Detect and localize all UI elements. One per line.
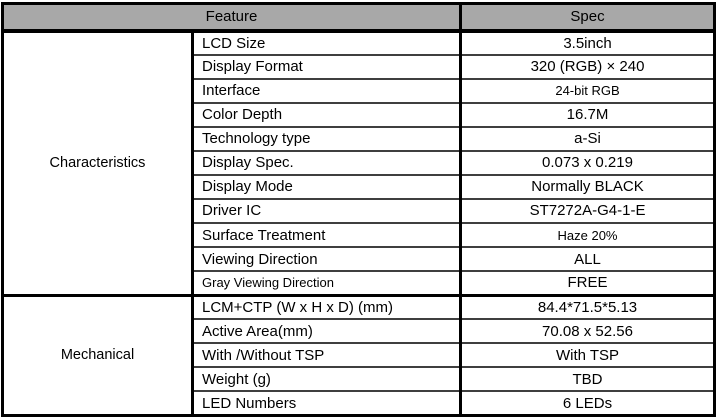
table-row: Mechanical LCM+CTP (W x H x D) (mm) 84.4*7… (2, 293, 715, 416)
table-row: LED Numbers 6 LEDs (3, 390, 715, 416)
feature-cell: Color Depth (192, 101, 463, 127)
table-row: Technology type a-Si (3, 125, 715, 151)
feature-column-header: Feature (2, 3, 463, 33)
feature-cell: Display Spec. (192, 149, 463, 175)
feature-cell: Weight (g) (192, 366, 463, 392)
table-body: Characteristics LCD Size 3.5inch Display Fo… (2, 28, 715, 416)
table-row: Color Depth 16.7M (3, 101, 715, 127)
table-row: With /Without TSP With TSP (3, 342, 715, 368)
spec-cell: a-Si (460, 125, 715, 151)
table-row: Display Format 320 (RGB) × 240 (3, 53, 715, 79)
spec-cell: 70.08 x 52.56 (460, 318, 715, 344)
spec-cell: ALL (460, 246, 715, 272)
spec-cell: With TSP (460, 342, 715, 368)
spec-cell: Normally BLACK (460, 173, 715, 199)
spec-cell: FREE (460, 270, 715, 296)
table-row: Characteristics LCD Size 3.5inch (2, 28, 715, 296)
spec-cell: Haze 20% (460, 221, 715, 248)
feature-cell: LED Numbers (192, 390, 463, 416)
table-row: Weight (g) TBD (3, 366, 715, 392)
spec-cell: 6 LEDs (460, 390, 715, 416)
feature-cell: Interface (192, 77, 463, 103)
group-cell: Characteristics (2, 29, 194, 296)
table-row: Gray Viewing Direction FREE (3, 270, 715, 296)
spec-column-header: Spec (460, 3, 715, 33)
feature-cell: LCM+CTP (W x H x D) (mm) (192, 293, 463, 320)
table-row: Driver IC ST7272A-G4-1-E (3, 197, 715, 223)
spec-cell: 0.073 x 0.219 (460, 149, 715, 175)
table-row: Interface 24-bit RGB (3, 77, 715, 103)
header-row: Feature Spec (2, 3, 715, 33)
table-row: Viewing Direction ALL (3, 246, 715, 272)
table-row: Display Mode Normally BLACK (3, 173, 715, 199)
spec-cell: 320 (RGB) × 240 (460, 53, 715, 79)
spec-cell: TBD (460, 366, 715, 392)
feature-cell: Gray Viewing Direction (192, 270, 463, 296)
table-row: Active Area(mm) 70.08 x 52.56 (3, 318, 715, 344)
spec-cell: 24-bit RGB (460, 77, 715, 103)
spec-cell: 84.4*71.5*5.13 (460, 293, 715, 320)
feature-cell: With /Without TSP (192, 342, 463, 368)
feature-cell: Display Format (192, 53, 463, 79)
table-row: Display Spec. 0.073 x 0.219 (3, 149, 715, 175)
spec-cell: 16.7M (460, 101, 715, 127)
feature-cell: LCD Size (192, 28, 463, 55)
spec-cell: ST7272A-G4-1-E (460, 197, 715, 223)
table-row: Surface Treatment Haze 20% (3, 221, 715, 248)
feature-cell: Technology type (192, 125, 463, 151)
spec-cell: 3.5inch (460, 28, 715, 55)
feature-cell: Viewing Direction (192, 246, 463, 272)
feature-cell: Driver IC (192, 197, 463, 223)
feature-cell: Active Area(mm) (192, 318, 463, 344)
group-cell: Mechanical (2, 293, 194, 416)
feature-cell: Display Mode (192, 173, 463, 199)
feature-cell: Surface Treatment (192, 221, 463, 248)
